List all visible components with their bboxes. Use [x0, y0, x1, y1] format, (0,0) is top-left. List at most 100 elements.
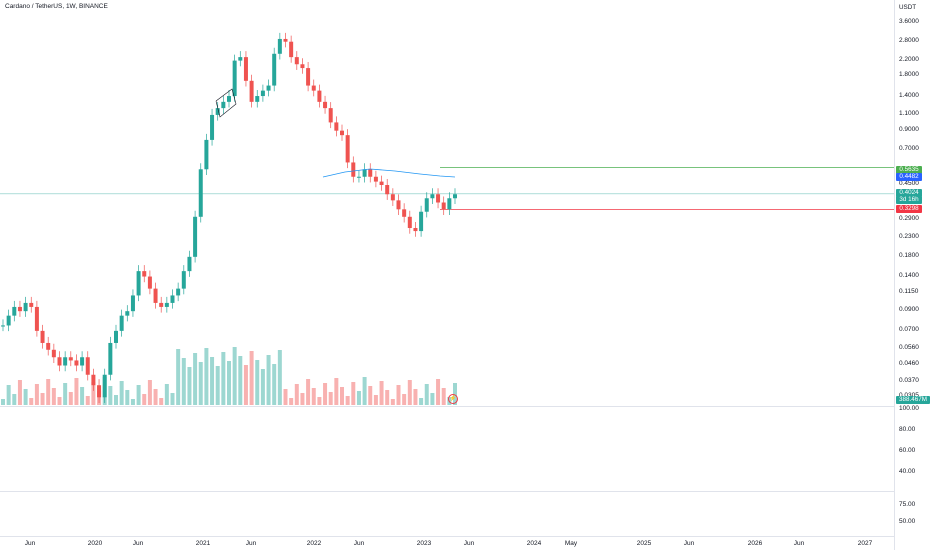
candle-body	[396, 200, 401, 210]
volume-bar	[345, 396, 350, 405]
candle-body	[306, 68, 311, 86]
candle-body	[1, 325, 5, 327]
indicator-tick-label: 100.00	[899, 405, 919, 412]
price-unit-label: USDT	[899, 4, 917, 11]
time-tick-label: 2026	[747, 540, 763, 547]
time-tick-label: 2027	[857, 540, 873, 547]
volume-bar	[57, 397, 62, 405]
volume-bar	[351, 382, 356, 405]
candle-body	[283, 38, 288, 42]
candle-body	[187, 256, 192, 272]
candle-body	[272, 53, 277, 86]
price-tick-label: 0.1800	[899, 252, 919, 259]
volume-bar	[294, 384, 299, 405]
volume-bar	[119, 381, 124, 405]
candle-body	[108, 342, 113, 375]
candle-body	[215, 108, 220, 115]
time-tick-label: 2021	[195, 540, 211, 547]
candle-body	[413, 228, 418, 232]
volume-bar	[6, 385, 11, 405]
volume-bar	[204, 348, 209, 405]
candle-body	[80, 357, 85, 366]
candle-body	[147, 276, 152, 289]
volume-bar	[441, 388, 446, 405]
volume-bar	[63, 383, 68, 405]
candle-body	[176, 288, 181, 296]
price-tick-label: 0.7000	[899, 145, 919, 152]
candle-body	[17, 306, 22, 312]
candle-body	[159, 302, 164, 307]
candle-body	[447, 198, 452, 210]
volume-bar	[362, 377, 367, 405]
time-tick-label: 2020	[87, 540, 103, 547]
volume-bar	[356, 391, 361, 405]
volume-bar	[34, 384, 39, 405]
candle-body	[164, 302, 169, 307]
price-tick-label: 0.2900	[899, 215, 919, 222]
time-tick-label: 2023	[416, 540, 432, 547]
candle-body	[29, 302, 34, 307]
candle-body	[407, 216, 412, 229]
volume-bar	[1, 399, 5, 405]
volume-bar	[266, 355, 271, 405]
time-tick-label: Jun	[245, 540, 257, 547]
candle-body	[255, 96, 260, 102]
candle-body	[57, 357, 62, 366]
candle-body	[170, 295, 175, 303]
volume-bar	[147, 380, 152, 405]
volume-bar	[238, 356, 243, 405]
time-tick-label: May	[564, 540, 578, 547]
price-tick-label: 0.1400	[899, 272, 919, 279]
candle-body	[373, 176, 378, 182]
volume-bar	[413, 389, 418, 405]
candle-body	[91, 374, 96, 386]
candle-body	[40, 330, 45, 343]
price-tick-label: 0.0305	[899, 392, 919, 399]
volume-bar	[323, 383, 328, 405]
candle-body	[136, 271, 141, 296]
candle-body	[436, 194, 441, 203]
volume-bar	[396, 385, 401, 405]
volume-bar	[221, 352, 226, 405]
candle-body	[23, 302, 28, 312]
volume-bar	[12, 394, 17, 405]
candle-body	[102, 374, 107, 398]
candle-body	[198, 169, 203, 217]
candle-body	[204, 139, 209, 170]
candle-body	[130, 295, 135, 312]
price-tick-label: 0.0460	[899, 360, 919, 367]
volume-bar	[249, 351, 254, 405]
candle-body	[323, 101, 328, 109]
candle-body	[221, 101, 226, 109]
volume-bar	[29, 398, 34, 405]
volume-bar	[334, 378, 339, 405]
candle-body	[97, 385, 102, 398]
price-tick-label: 0.4500	[899, 180, 919, 187]
candle-body	[85, 357, 90, 375]
candle-body	[68, 357, 73, 361]
volume-bar	[277, 350, 282, 405]
time-tick-label: 2024	[526, 540, 542, 547]
candle-body	[379, 181, 384, 186]
candle-body	[385, 185, 390, 195]
volume-bar	[153, 389, 158, 405]
volume-bar	[187, 367, 192, 405]
price-tick-label: 0.0700	[899, 326, 919, 333]
volume-bar	[430, 393, 435, 405]
indicator-tick-label: 50.00	[899, 518, 916, 525]
pane-separator	[0, 406, 894, 407]
volume-bar	[142, 394, 147, 405]
indicator-tick-label: 80.00	[899, 426, 916, 433]
candle-body	[351, 162, 356, 177]
price-tick-label: 1.8000	[899, 71, 919, 78]
candle-body	[368, 169, 373, 177]
price-tag: 0.4482	[896, 173, 922, 181]
volume-bar	[317, 397, 322, 405]
price-tick-label: 0.0370	[899, 377, 919, 384]
candle-body	[51, 349, 56, 358]
chart-title[interactable]: Cardano / TetherUS, 1W, BINANCE	[5, 3, 108, 10]
alert-icon[interactable]: ⚡	[448, 394, 458, 404]
volume-bar	[306, 379, 311, 405]
